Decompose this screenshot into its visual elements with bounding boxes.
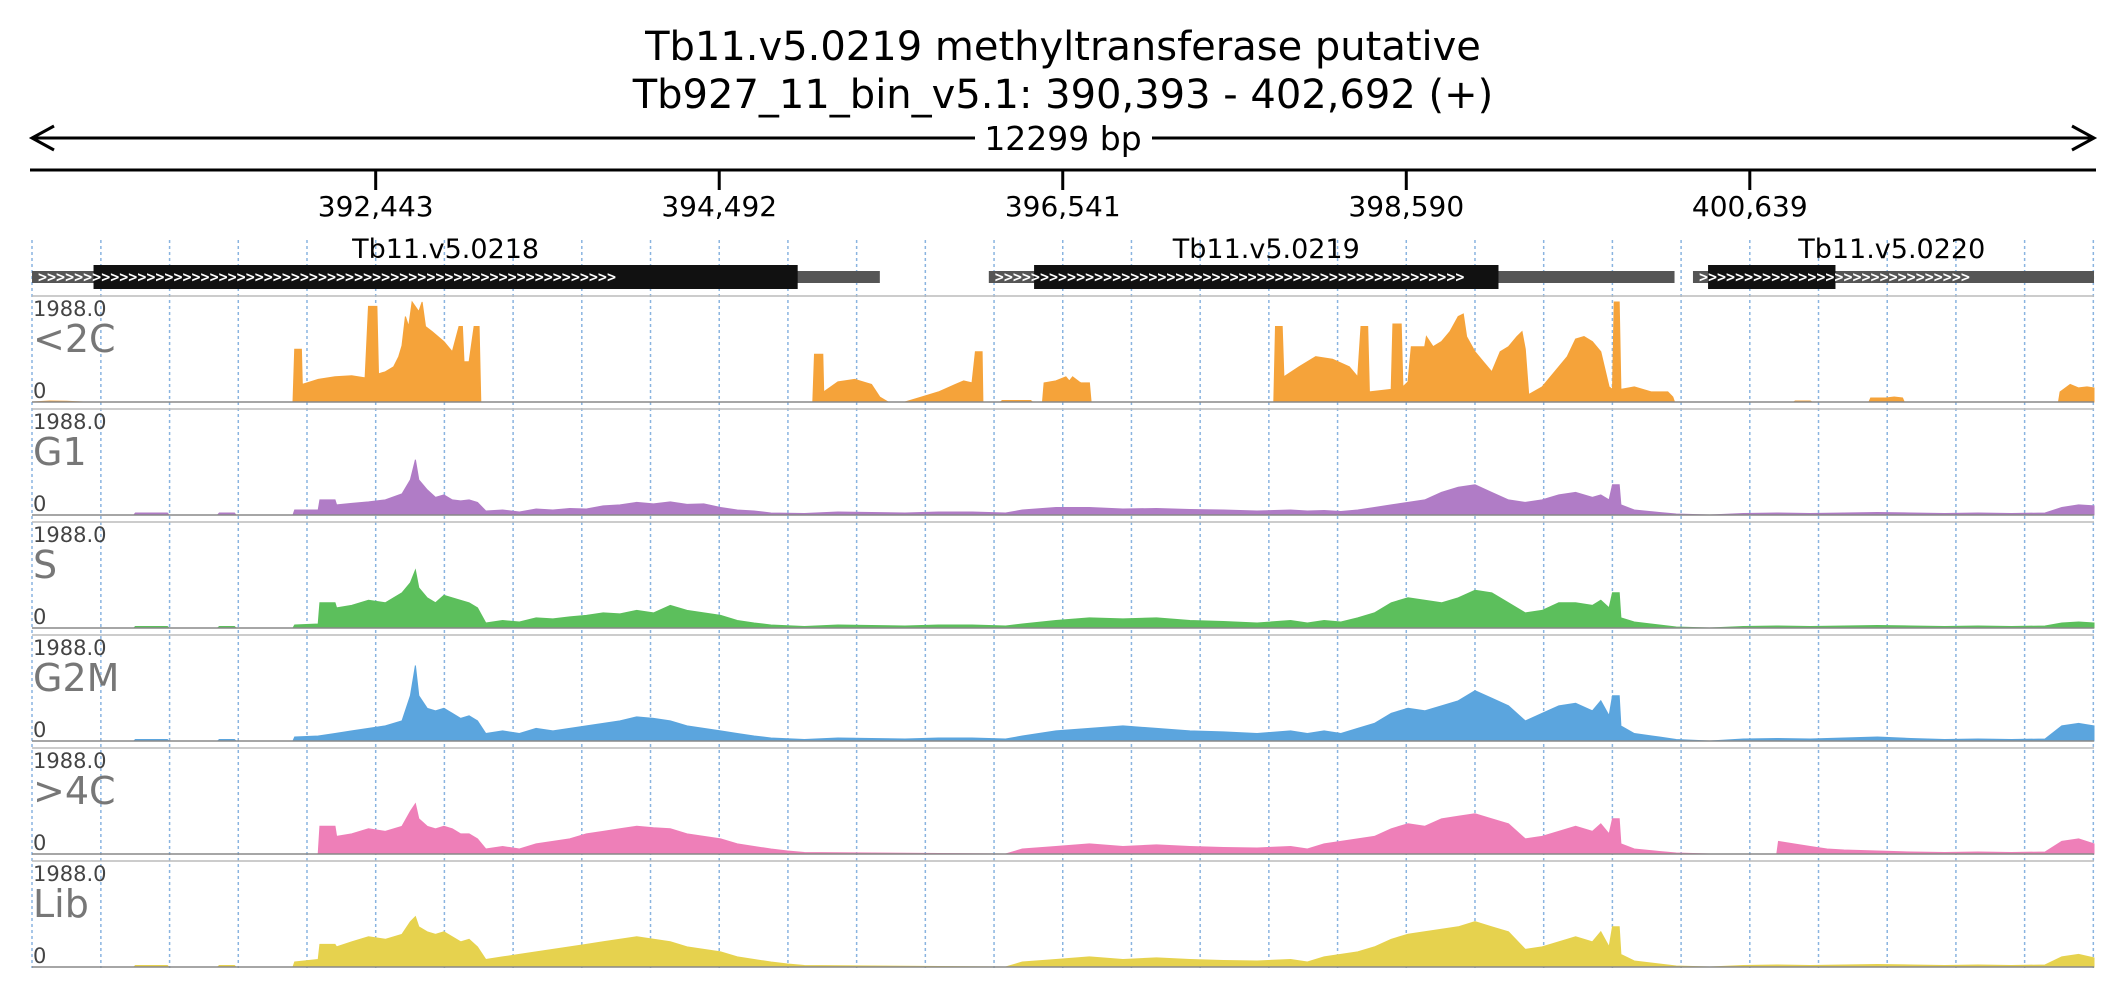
tick-label-0: 392,443: [318, 190, 434, 223]
tick-label-4: 400,639: [1692, 190, 1808, 223]
gene-label-1: Tb11.v5.0219: [1172, 234, 1360, 265]
coverage-area-4: [32, 802, 2095, 855]
track-name-0: <2C: [33, 317, 116, 361]
gene-strand-arrows-2: >>>>>>>>>>>>>>>>>>>>>>>>>>>>>>: [1699, 268, 1970, 286]
span-label: 12299 bp: [984, 119, 1141, 158]
chart-title: Tb11.v5.0219 methyltransferase putative: [644, 24, 1481, 70]
track-2: 1988.0S 0: [32, 521, 2095, 629]
coordinate-ticks: 392,443 394,492 396,541 398,590 400,639: [318, 170, 1808, 223]
gene-label-0: Tb11.v5.0218: [351, 234, 539, 265]
gene-cds-0: [93, 265, 798, 289]
track-4: 1988.0>4C 0: [32, 747, 2095, 855]
track-min-label-5: 0: [33, 944, 46, 968]
track-name-2: S: [33, 543, 57, 587]
span-arrow-right-head: [2071, 124, 2098, 152]
track-max-label-1: 1988.0: [33, 410, 106, 434]
track-max-label-2: 1988.0: [33, 523, 106, 547]
tick-label-1: 394,492: [661, 190, 777, 223]
coverage-tracks: 1988.0<2C01988.0G101988.0S01988.0G2M0198…: [31, 295, 2095, 968]
span-arrow: 12299 bp: [28, 119, 2098, 158]
gene-cds-1: [1034, 265, 1499, 289]
track-min-label-4: 0: [33, 831, 46, 855]
span-arrow-left-head: [28, 124, 55, 152]
track-name-1: G1: [33, 430, 87, 474]
track-0: 1988.0<2C 0: [31, 295, 2095, 403]
tick-label-2: 396,541: [1005, 190, 1121, 223]
track-name-4: >4C: [33, 769, 116, 813]
coverage-area-5: [32, 915, 2095, 968]
track-max-label-3: 1988.0: [33, 636, 106, 660]
tick-label-3: 398,590: [1348, 190, 1464, 223]
track-max-label-5: 1988.0: [33, 862, 106, 886]
gene-cds-2: [1708, 265, 1836, 289]
coverage-area-3: [32, 665, 2095, 742]
grid-lines: [31, 240, 2095, 968]
track-min-label-1: 0: [33, 492, 46, 516]
track-min-label-2: 0: [33, 605, 46, 629]
coverage-area-0: [31, 300, 2095, 403]
coverage-area-2: [32, 568, 2095, 629]
track-max-label-4: 1988.0: [33, 749, 106, 773]
gene-label-2: Tb11.v5.0220: [1797, 234, 1985, 265]
gene-strand-arrows-1: >>>>>>>>>>>>>>>>>>>>>>>>>>>>>>>>>>>>>>>>…: [995, 268, 1465, 286]
track-max-label-0: 1988.0: [33, 297, 106, 321]
track-1: 1988.0G1 0: [32, 408, 2095, 516]
gene-models: >>>>>>>>>>>>>>>>>>>>>>>>>>>>>>>>>>>>>>>>…: [32, 234, 2094, 289]
track-name-5: Lib: [33, 882, 89, 926]
coverage-area-1: [32, 459, 2095, 516]
track-min-label-3: 0: [33, 718, 46, 742]
gene-strand-arrows-0: >>>>>>>>>>>>>>>>>>>>>>>>>>>>>>>>>>>>>>>>…: [38, 268, 616, 286]
chart-subtitle: Tb927_11_bin_v5.1: 390,393 - 402,692 (+): [632, 72, 1494, 118]
track-name-3: G2M: [33, 656, 119, 700]
track-min-label-0: 0: [33, 379, 46, 403]
